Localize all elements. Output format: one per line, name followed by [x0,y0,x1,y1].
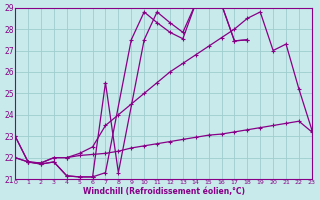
X-axis label: Windchill (Refroidissement éolien,°C): Windchill (Refroidissement éolien,°C) [83,187,244,196]
